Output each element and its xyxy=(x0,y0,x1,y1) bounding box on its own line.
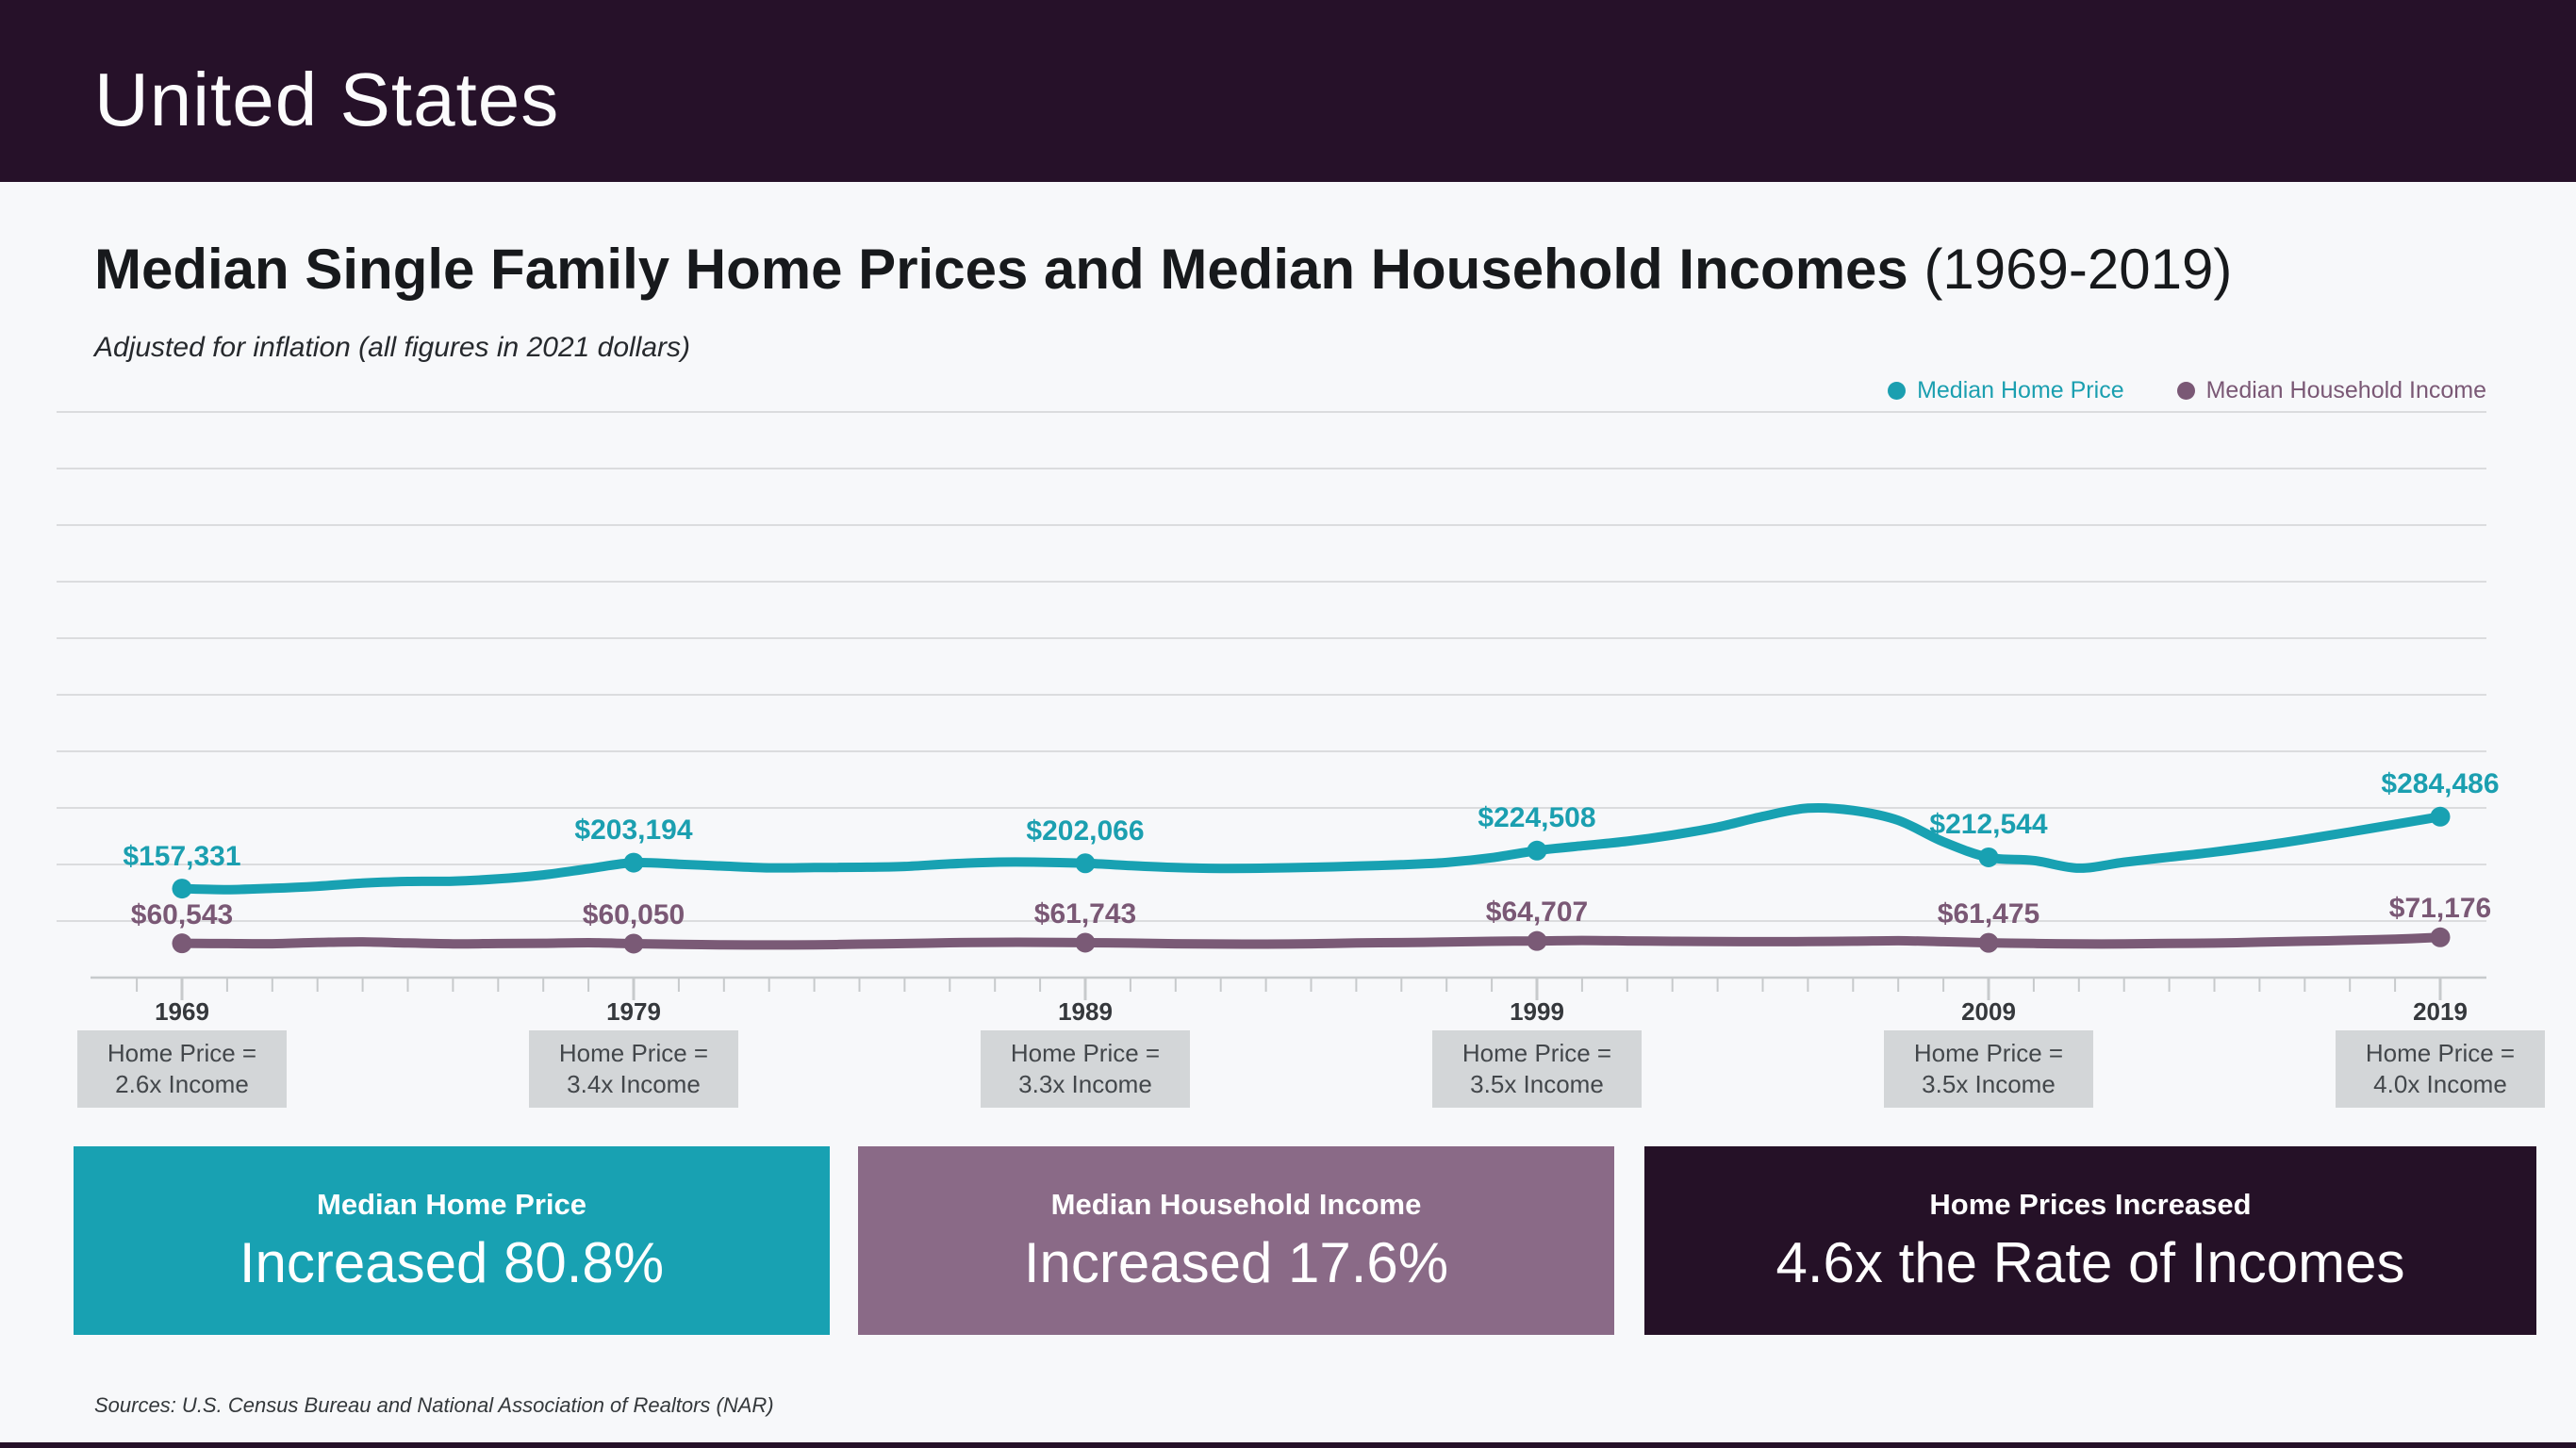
home-price-marker-1979 xyxy=(623,852,644,873)
region-title: United States xyxy=(94,57,560,141)
summary-card-rate-comparison: Home Prices Increased 4.6x the Rate of I… xyxy=(1644,1146,2536,1335)
x-axis-year-label-1969: 1969 xyxy=(155,997,209,1026)
ratio-box-line2: 3.5x Income xyxy=(1922,1070,2056,1098)
home-price-value-label-1989: $202,066 xyxy=(1026,814,1145,847)
household-income-line xyxy=(177,932,2445,950)
card-heading: Median Household Income xyxy=(1050,1188,1422,1221)
income-value-label-2019: $71,176 xyxy=(2388,893,2492,925)
income-marker-1999 xyxy=(1527,930,1547,951)
chart-title: Median Single Family Home Prices and Med… xyxy=(94,239,2232,301)
income-value-label-2009: $61,475 xyxy=(1937,898,2040,930)
ratio-box-line2: 3.5x Income xyxy=(1470,1070,1604,1098)
source-note: Sources: U.S. Census Bureau and National… xyxy=(94,1393,774,1417)
legend-label: Median Household Income xyxy=(2205,376,2486,403)
income-marker-2019 xyxy=(2430,927,2451,947)
income-value-label-1979: $60,050 xyxy=(582,898,685,930)
home-price-value-label-1999: $224,508 xyxy=(1478,802,1596,834)
legend-label: Median Home Price xyxy=(1917,376,2124,403)
income-marker-1979 xyxy=(623,933,644,954)
chart-legend: Median Home Price Median Household Income xyxy=(1888,375,2486,405)
legend-dot-icon xyxy=(1888,381,1907,400)
ratio-box-2009: Home Price = 3.5x Income xyxy=(1884,1030,2093,1108)
x-axis-year-label-2009: 2009 xyxy=(1961,997,2016,1026)
ratio-box-line1: Home Price = xyxy=(1010,1039,1161,1067)
income-marker-1989 xyxy=(1075,932,1096,953)
ratio-box-line1: Home Price = xyxy=(2365,1039,2516,1067)
home-price-value-label-2019: $284,486 xyxy=(2381,768,2500,800)
home-price-line xyxy=(177,802,2445,895)
summary-card-household-income: Median Household Income Increased 17.6% xyxy=(858,1146,1614,1335)
income-value-label-1999: $64,707 xyxy=(1485,897,1589,929)
summary-card-home-price: Median Home Price Increased 80.8% xyxy=(74,1146,830,1335)
x-axis-year-label-1999: 1999 xyxy=(1510,997,1564,1026)
bottom-accent-bar xyxy=(0,1442,2576,1448)
chart-title-main: Median Single Family Home Prices and Med… xyxy=(94,238,1908,301)
legend-item-household-income: Median Household Income xyxy=(2176,376,2486,404)
home-price-marker-2009 xyxy=(1978,847,1999,867)
home-price-marker-1969 xyxy=(172,879,192,899)
income-value-label-1989: $61,743 xyxy=(1033,897,1137,930)
card-value: Increased 17.6% xyxy=(1023,1231,1449,1294)
chart-subtitle: Adjusted for inflation (all figures in 2… xyxy=(94,332,691,363)
ratio-box-line2: 3.3x Income xyxy=(1018,1070,1152,1098)
ratio-box-2019: Home Price = 4.0x Income xyxy=(2336,1030,2545,1108)
card-value: 4.6x the Rate of Incomes xyxy=(1775,1231,2405,1294)
x-axis-year-label-2019: 2019 xyxy=(2413,997,2468,1026)
card-heading: Median Home Price xyxy=(317,1188,586,1221)
ratio-box-line1: Home Price = xyxy=(558,1039,709,1067)
home-price-marker-1999 xyxy=(1527,840,1547,861)
income-marker-2009 xyxy=(1978,932,1999,953)
legend-item-home-price: Median Home Price xyxy=(1888,377,2124,404)
ratio-box-line1: Home Price = xyxy=(107,1039,257,1067)
ratio-box-line2: 2.6x Income xyxy=(115,1070,249,1098)
card-heading: Home Prices Increased xyxy=(1929,1188,2252,1221)
income-value-label-1969: $60,543 xyxy=(130,898,234,930)
x-axis-year-label-1989: 1989 xyxy=(1058,997,1113,1026)
ratio-box-line2: 3.4x Income xyxy=(567,1070,701,1098)
ratio-box-line1: Home Price = xyxy=(1461,1039,1612,1067)
ratio-box-1989: Home Price = 3.3x Income xyxy=(981,1030,1190,1108)
legend-dot-icon xyxy=(2176,381,2195,400)
chart-title-period: (1969-2019) xyxy=(1907,238,2233,301)
ratio-box-1969: Home Price = 2.6x Income xyxy=(77,1030,287,1108)
home-price-value-label-2009: $212,544 xyxy=(1929,809,2048,841)
x-axis-year-label-1979: 1979 xyxy=(606,997,661,1026)
header-bar: United States xyxy=(0,0,2576,182)
ratio-box-1999: Home Price = 3.5x Income xyxy=(1432,1030,1642,1108)
ratio-box-line2: 4.0x Income xyxy=(2373,1070,2507,1098)
income-marker-1969 xyxy=(172,933,192,954)
ratio-box-1979: Home Price = 3.4x Income xyxy=(529,1030,738,1108)
home-price-value-label-1969: $157,331 xyxy=(123,840,241,872)
home-price-marker-1989 xyxy=(1075,853,1096,874)
home-price-value-label-1979: $203,194 xyxy=(574,814,693,847)
ratio-box-line1: Home Price = xyxy=(1913,1039,2064,1067)
card-value: Increased 80.8% xyxy=(239,1231,665,1294)
home-price-marker-2019 xyxy=(2430,806,2451,827)
